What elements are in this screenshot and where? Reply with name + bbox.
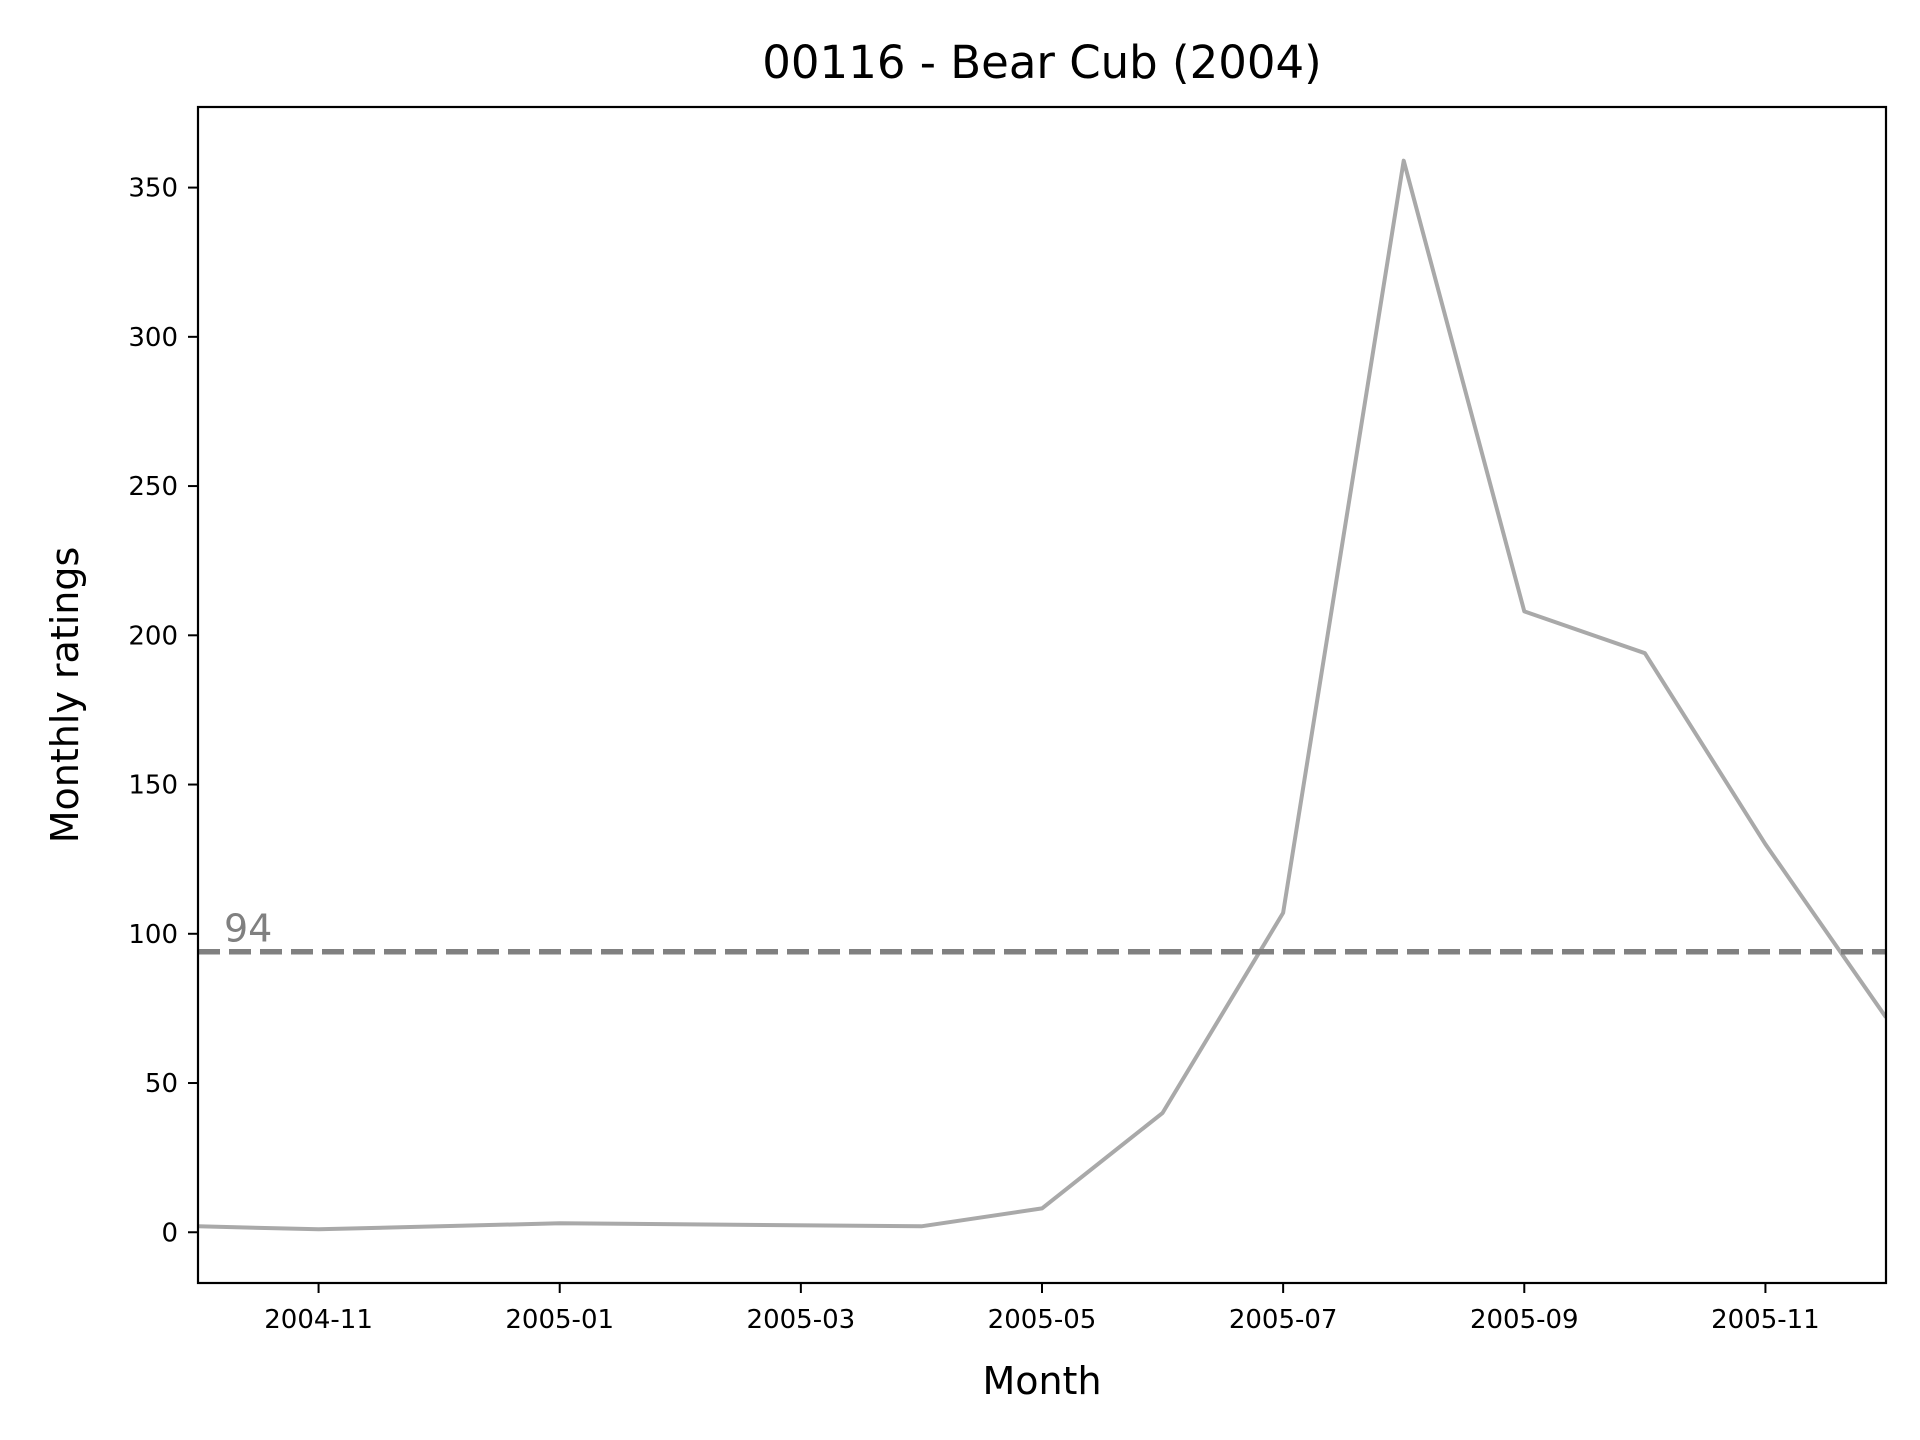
- axes: 2004-11 2005-01 2005-03 2005-05 2005-07 2005-…: [128, 174, 1819, 1335]
- reference-line-label: 94: [224, 907, 272, 951]
- x-axis-label: Month: [982, 1359, 1101, 1403]
- x-tick-label-4: 2005-07: [1229, 1305, 1338, 1335]
- x-tick-label-6: 2005-11: [1711, 1305, 1820, 1335]
- x-tick-label-1: 2005-01: [505, 1305, 614, 1335]
- y-tick-label-0: 0: [161, 1218, 178, 1248]
- y-tick-label-7: 350: [128, 174, 178, 204]
- series-line-0: [198, 158, 1886, 1232]
- y-tick-label-6: 300: [128, 323, 178, 353]
- y-tick-label-2: 100: [128, 920, 178, 950]
- x-tick-label-2: 2005-03: [747, 1305, 856, 1335]
- x-tick-label-3: 2005-05: [988, 1305, 1097, 1335]
- x-tick-label-5: 2005-09: [1470, 1305, 1579, 1335]
- plot-frame: [196, 105, 1888, 1285]
- y-tick-label-4: 200: [128, 621, 178, 651]
- y-axis-label: Monthly ratings: [43, 547, 87, 844]
- y-tick-label-3: 150: [128, 771, 178, 801]
- y-tick-label-1: 50: [145, 1069, 178, 1099]
- chart-title: 00116 - Bear Cub (2004): [762, 36, 1321, 89]
- x-tick-label-0: 2004-11: [264, 1305, 373, 1335]
- plot-area: [198, 158, 1886, 1232]
- y-tick-label-5: 250: [128, 472, 178, 502]
